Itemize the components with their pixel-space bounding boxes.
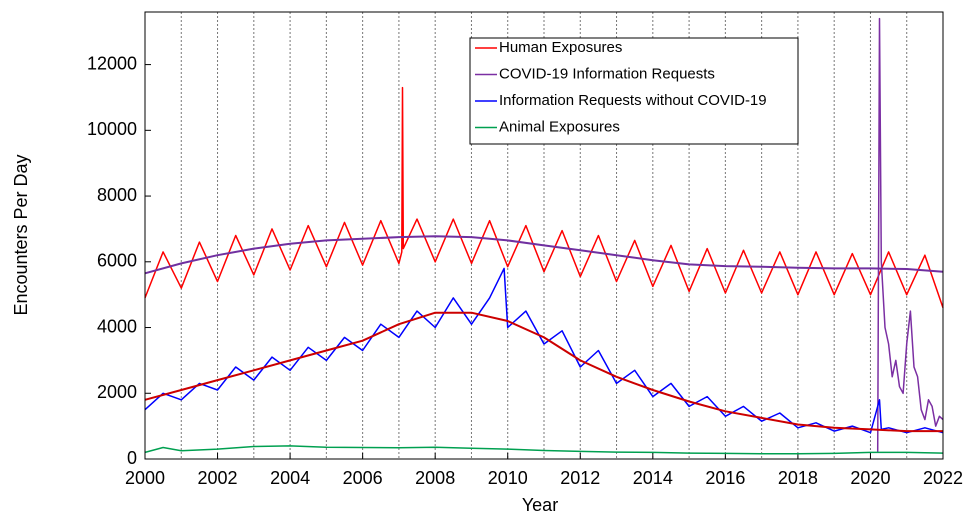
x-axis-label: Year (522, 495, 558, 515)
legend-label: Information Requests without COVID-19 (499, 92, 767, 109)
trend-line (144, 235, 944, 275)
x-tick-label: 2012 (560, 468, 600, 488)
x-tick-label: 2020 (850, 468, 890, 488)
y-tick-label: 0 (127, 448, 137, 468)
legend-box (469, 37, 799, 145)
y-tick-label: 2000 (97, 382, 137, 402)
legend-label: Human Exposures (499, 39, 622, 56)
x-tick-label: 2002 (198, 468, 238, 488)
y-tick-label: 12000 (87, 53, 137, 73)
x-tick-label: 2000 (125, 468, 165, 488)
legend-label: COVID-19 Information Requests (499, 65, 715, 82)
trend-line (144, 311, 943, 433)
x-tick-label: 2014 (633, 468, 673, 488)
y-tick-label: 10000 (87, 119, 137, 139)
x-tick-label: 2022 (923, 468, 963, 488)
x-tick-label: 2018 (778, 468, 818, 488)
y-tick-label: 6000 (97, 251, 137, 271)
y-tick-label: 4000 (97, 316, 137, 336)
x-tick-label: 2010 (488, 468, 528, 488)
x-tick-label: 2016 (705, 468, 745, 488)
data-line (144, 267, 944, 434)
data-line (876, 17, 944, 453)
legend-label: Animal Exposures (499, 118, 620, 135)
legend: Human Exposures COVID-19 Information Requ… (469, 37, 799, 145)
x-tick-label: 2004 (270, 468, 310, 488)
x-tick-label: 2008 (415, 468, 455, 488)
y-tick-label: 8000 (97, 185, 137, 205)
data-line (144, 86, 944, 309)
plot-frame (144, 11, 944, 460)
data-line (144, 445, 944, 455)
y-axis-label: Encounters Per Day (11, 154, 31, 315)
x-tick-label: 2006 (343, 468, 383, 488)
